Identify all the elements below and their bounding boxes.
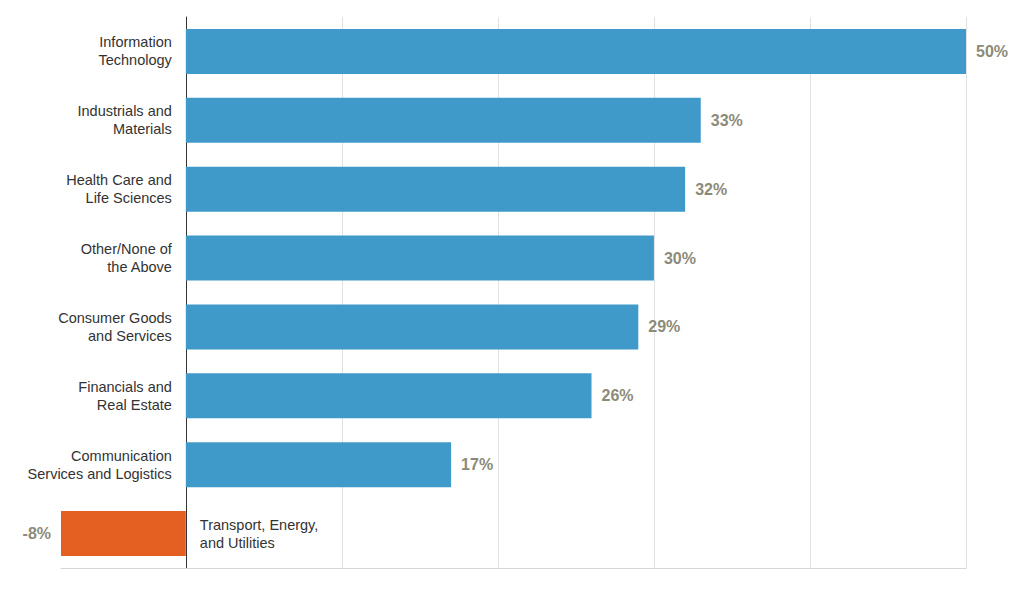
svg-text:Life Sciences: Life Sciences bbox=[86, 190, 172, 206]
svg-text:Consumer Goods: Consumer Goods bbox=[58, 310, 172, 326]
svg-text:33%: 33% bbox=[711, 112, 743, 129]
svg-text:and Services: and Services bbox=[88, 328, 172, 344]
svg-text:50%: 50% bbox=[976, 43, 1008, 60]
svg-text:32%: 32% bbox=[695, 181, 727, 198]
svg-text:Communication: Communication bbox=[71, 448, 172, 464]
svg-text:the Above: the Above bbox=[107, 259, 172, 275]
svg-text:Information: Information bbox=[99, 34, 172, 50]
svg-text:29%: 29% bbox=[648, 318, 680, 335]
svg-text:and Utilities: and Utilities bbox=[200, 535, 275, 551]
svg-text:Health Care and: Health Care and bbox=[66, 172, 172, 188]
svg-text:Industrials and: Industrials and bbox=[78, 103, 172, 119]
svg-text:Services and Logistics: Services and Logistics bbox=[28, 466, 172, 482]
svg-text:17%: 17% bbox=[461, 456, 493, 473]
svg-text:Real Estate: Real Estate bbox=[97, 397, 172, 413]
svg-text:Transport, Energy,: Transport, Energy, bbox=[200, 517, 318, 533]
svg-text:Technology: Technology bbox=[98, 52, 172, 68]
svg-text:-8%: -8% bbox=[23, 525, 51, 542]
svg-text:Other/None of: Other/None of bbox=[81, 241, 173, 257]
svg-text:26%: 26% bbox=[602, 387, 634, 404]
svg-text:30%: 30% bbox=[664, 250, 696, 267]
svg-text:Financials and: Financials and bbox=[78, 379, 172, 395]
svg-text:Materials: Materials bbox=[113, 121, 172, 137]
